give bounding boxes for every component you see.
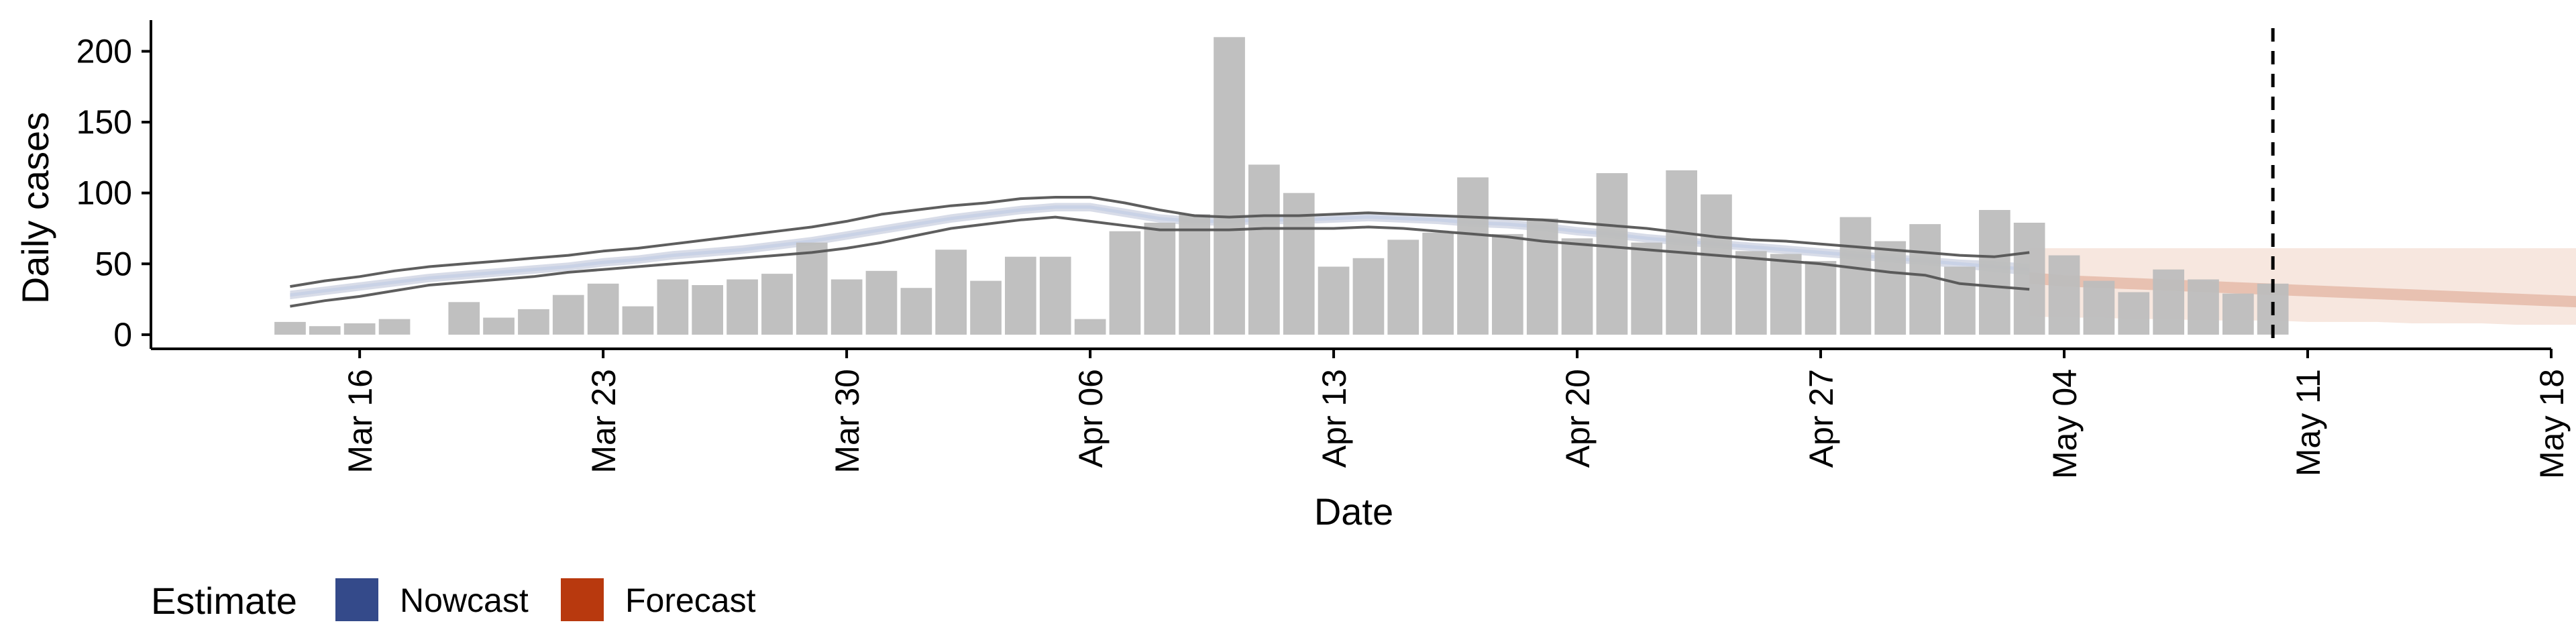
- bar: [727, 279, 758, 335]
- x-tick-label: May 18: [2533, 369, 2571, 479]
- x-tick-label: May 04: [2046, 369, 2084, 479]
- bar: [1109, 231, 1141, 335]
- bar: [1318, 266, 1350, 335]
- bar: [657, 279, 689, 335]
- y-tick-label: 200: [76, 32, 132, 70]
- bar: [1144, 223, 1176, 335]
- bar: [448, 302, 480, 335]
- legend-swatch-nowcast: [335, 578, 378, 621]
- bar: [1561, 238, 1593, 335]
- bar: [552, 294, 584, 335]
- bar: [1735, 251, 1767, 335]
- x-tick-label: Apr 20: [1559, 369, 1597, 468]
- bar: [1422, 232, 1454, 335]
- legend-label-forecast: Forecast: [625, 582, 756, 619]
- nowcast-lower-90-line: [290, 215, 2030, 308]
- bar: [1492, 233, 1523, 335]
- x-tick-label: Mar 23: [585, 369, 623, 474]
- bar: [1979, 210, 2010, 335]
- legend-title: Estimate: [151, 580, 297, 622]
- x-tick-label: Mar 30: [828, 369, 866, 474]
- x-tick-label: Apr 13: [1316, 369, 1353, 468]
- bar: [309, 326, 341, 335]
- bar: [2153, 269, 2184, 335]
- bar: [1074, 319, 1106, 335]
- bar: [2013, 223, 2045, 335]
- bar: [483, 317, 515, 335]
- bar: [1457, 177, 1489, 335]
- bar: [1248, 164, 1280, 335]
- bar: [935, 250, 967, 335]
- bars-layer: [274, 37, 2289, 335]
- nowcast-ribbon-50: [290, 203, 2030, 300]
- bar: [587, 283, 619, 335]
- bar: [865, 270, 898, 335]
- lines-layer: [290, 196, 2030, 308]
- bar: [1596, 173, 1628, 335]
- bar: [1874, 241, 1907, 335]
- bar: [2222, 293, 2254, 335]
- bar: [1909, 224, 1941, 335]
- y-tick-label: 0: [113, 316, 132, 354]
- bar: [1770, 254, 1802, 335]
- y-tick-label: 150: [76, 103, 132, 141]
- bar: [1805, 261, 1837, 335]
- bar: [274, 321, 306, 335]
- legend-swatch-forecast: [561, 578, 604, 621]
- bar: [692, 285, 723, 335]
- bar: [1701, 194, 1732, 335]
- bar: [1387, 239, 1419, 335]
- bar: [761, 274, 793, 335]
- bar: [378, 319, 411, 335]
- bar: [2083, 280, 2115, 335]
- bar: [2118, 292, 2150, 335]
- bar: [1944, 266, 1976, 335]
- bar: [622, 306, 654, 335]
- bar: [1005, 256, 1036, 335]
- y-axis-title: Daily cases: [14, 112, 56, 304]
- x-tick-label: May 11: [2290, 369, 2327, 476]
- bar: [2188, 279, 2219, 335]
- bar: [1179, 214, 1210, 335]
- bar: [1526, 218, 1558, 335]
- legend: Estimate Nowcast Forecast: [151, 578, 756, 622]
- axes-layer: 0 50 100 150 200 Mar 16 Mar 23 Mar 30 Apr 06 Apr …: [76, 20, 2571, 479]
- bar: [796, 242, 828, 335]
- bar: [518, 309, 549, 335]
- legend-label-nowcast: Nowcast: [400, 582, 529, 619]
- bar: [830, 279, 863, 335]
- bar: [1352, 258, 1385, 335]
- bar: [1839, 217, 1872, 335]
- x-axis-title: Date: [1314, 490, 1393, 533]
- x-tick-label: Apr 27: [1803, 369, 1840, 468]
- bar: [900, 288, 932, 335]
- bar: [343, 323, 376, 335]
- bar: [1039, 256, 1071, 335]
- x-tick-label: Mar 16: [341, 369, 379, 474]
- bar: [1631, 242, 1663, 335]
- bar: [1214, 37, 1245, 335]
- bar: [2048, 255, 2080, 335]
- x-tick-label: Apr 06: [1072, 369, 1110, 468]
- bar: [970, 280, 1002, 335]
- nowcast-upper-90-line: [290, 196, 2030, 288]
- y-tick-label: 100: [76, 174, 132, 212]
- y-tick-label: 50: [95, 245, 132, 282]
